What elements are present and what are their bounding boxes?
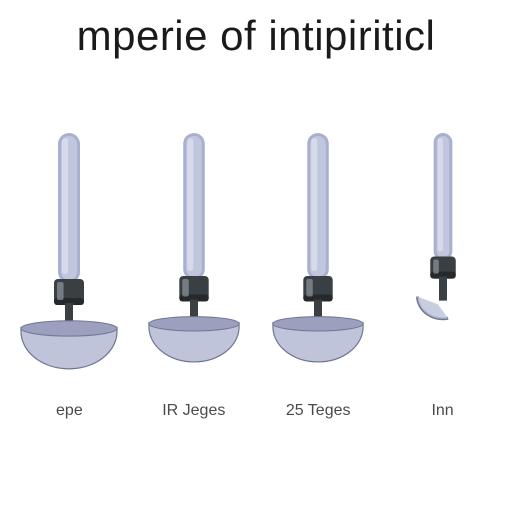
tool-item: IR Jeges bbox=[139, 123, 249, 420]
tool-label: 25 Teges bbox=[286, 402, 351, 420]
tool-item: 25 Teges bbox=[263, 123, 373, 420]
tool-label: IR Jeges bbox=[162, 402, 225, 420]
tool-item: epe bbox=[14, 123, 124, 420]
tool-row: epe IR Jeges 25 Teges bbox=[0, 120, 512, 420]
tool-item: Inn bbox=[388, 123, 498, 420]
tool-icon bbox=[263, 123, 373, 388]
tool-label: epe bbox=[56, 402, 83, 420]
tool-label: Inn bbox=[431, 402, 453, 420]
page-title: mperie of intipiriticl bbox=[0, 12, 512, 60]
tool-icon bbox=[388, 123, 498, 388]
tool-icon bbox=[14, 123, 124, 388]
tool-icon bbox=[139, 123, 249, 388]
